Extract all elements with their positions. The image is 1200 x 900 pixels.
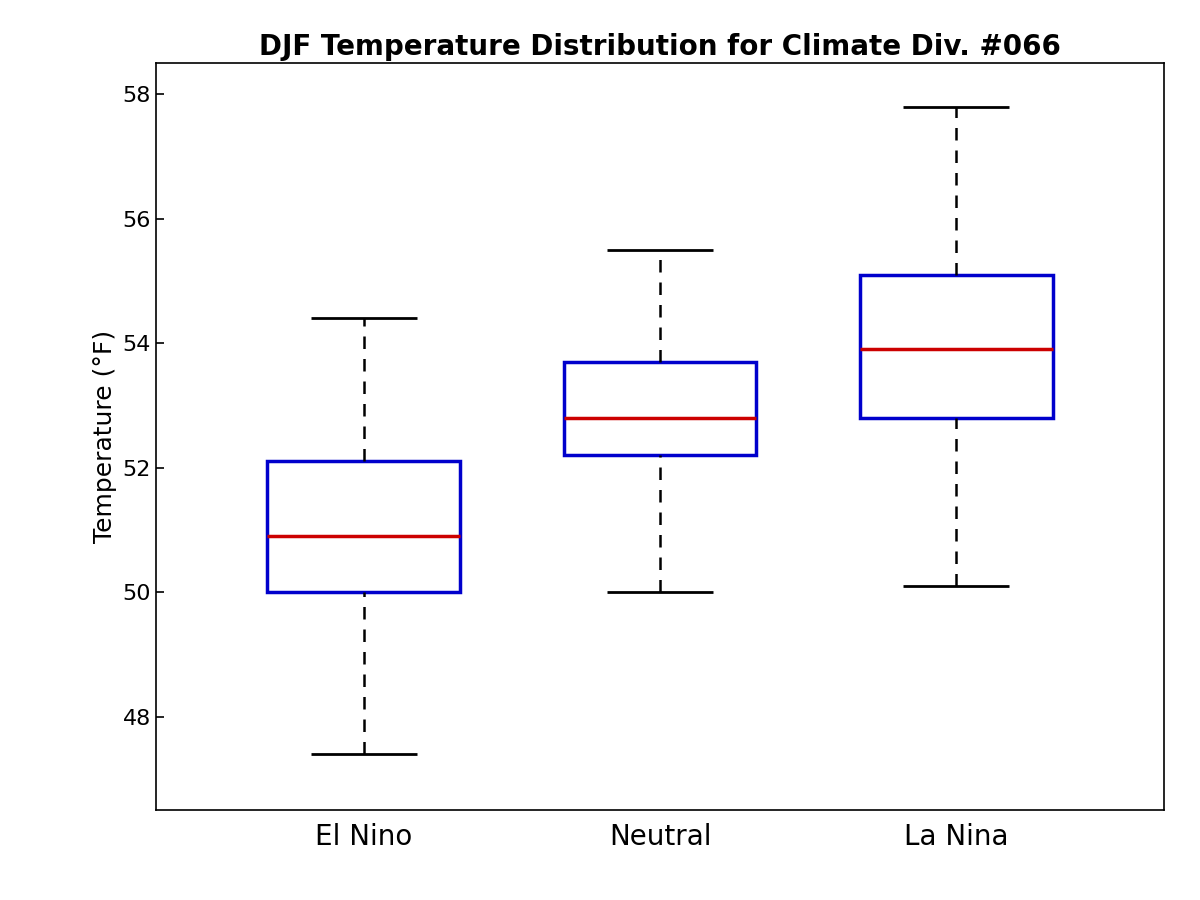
Bar: [564, 362, 756, 455]
Y-axis label: Temperature (°F): Temperature (°F): [94, 330, 118, 543]
Title: DJF Temperature Distribution for Climate Div. #066: DJF Temperature Distribution for Climate…: [259, 32, 1061, 60]
Bar: [860, 274, 1052, 418]
Bar: [268, 462, 460, 592]
